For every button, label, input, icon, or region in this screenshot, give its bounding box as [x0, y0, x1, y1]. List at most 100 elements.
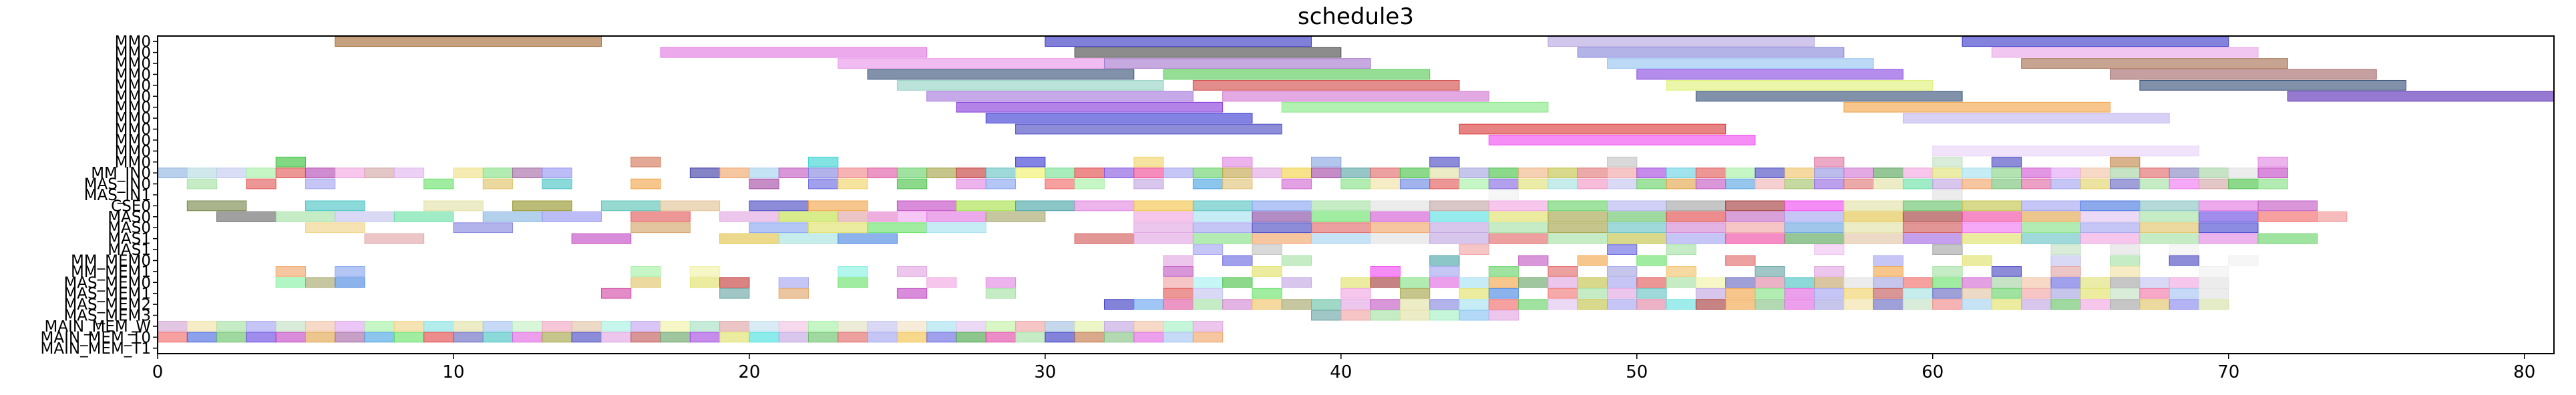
- task-bar: [1962, 233, 2022, 244]
- task-bar: [1962, 299, 1992, 310]
- task-bar: [1843, 233, 1903, 244]
- task-bar: [1015, 167, 1046, 179]
- task-bar: [335, 277, 365, 288]
- task-bar: [1636, 255, 1667, 266]
- y-tick-label: MM0: [115, 66, 151, 83]
- task-bar: [1370, 310, 1401, 321]
- task-bar: [1755, 288, 1785, 299]
- task-bar: [1133, 233, 1193, 244]
- task-bar: [1192, 332, 1224, 343]
- task-bar: [2257, 167, 2288, 179]
- task-bar: [2228, 255, 2259, 266]
- task-bar: [1725, 255, 1756, 266]
- task-bar: [2139, 288, 2170, 299]
- task-bar: [1902, 233, 1963, 244]
- task-bar: [1636, 178, 1667, 189]
- task-bar: [246, 167, 277, 179]
- task-bar: [1133, 299, 1164, 310]
- task-bar: [1192, 299, 1224, 310]
- task-bar: [1163, 167, 1193, 179]
- y-tick-label: MM_MEM0: [71, 252, 151, 270]
- task-bar: [2169, 277, 2199, 288]
- task-bar: [660, 332, 691, 343]
- task-bar: [2110, 266, 2141, 277]
- task-bar: [749, 200, 809, 212]
- task-bar: [778, 288, 809, 299]
- task-bar: [1488, 299, 1519, 310]
- task-bar: [1429, 178, 1460, 189]
- task-bar: [1666, 200, 1726, 212]
- task-bar: [2169, 288, 2199, 299]
- task-bar: [1488, 135, 1756, 145]
- task-bar: [1755, 266, 1785, 277]
- task-bar: [216, 211, 277, 222]
- task-bar: [1370, 266, 1401, 277]
- task-bar: [896, 266, 928, 277]
- task-bar: [1074, 332, 1105, 343]
- y-tick-label: MM0: [115, 88, 151, 105]
- task-bar: [896, 178, 928, 189]
- task-bar: [2080, 277, 2111, 288]
- task-bar: [2198, 288, 2229, 299]
- task-bar: [1488, 277, 1519, 288]
- task-bar: [1103, 321, 1135, 332]
- task-bar: [1725, 277, 1756, 288]
- task-bars: [157, 36, 2555, 343]
- y-tick-label: CSE0: [111, 198, 151, 215]
- task-bar: [1133, 178, 1164, 189]
- task-bar: [2169, 167, 2199, 179]
- task-bar: [1991, 288, 2022, 299]
- task-bar: [1103, 299, 1135, 310]
- task-bar: [1281, 255, 1312, 266]
- task-bar: [1163, 255, 1193, 266]
- task-bar: [1814, 299, 1845, 310]
- task-bar: [571, 321, 602, 332]
- task-bar: [1252, 200, 1312, 212]
- task-bar: [1547, 277, 1578, 288]
- task-bar: [275, 321, 306, 332]
- task-bar: [1902, 288, 1934, 299]
- y-tick-label: MAS0: [108, 209, 151, 226]
- task-bar: [1429, 299, 1460, 310]
- x-tick-label: 0: [152, 362, 164, 382]
- task-bar: [1636, 69, 1903, 80]
- task-bar: [1370, 167, 1401, 179]
- task-bar: [542, 167, 572, 179]
- task-bar: [1133, 156, 1164, 167]
- task-bar: [2139, 233, 2199, 244]
- task-bar: [2050, 244, 2081, 255]
- task-bar: [2021, 222, 2081, 234]
- task-bar: [1666, 211, 1726, 222]
- task-bar: [1133, 167, 1164, 179]
- task-bar: [808, 222, 868, 234]
- task-bar: [1725, 211, 1785, 222]
- task-bar: [2198, 167, 2229, 179]
- task-bar: [1814, 266, 1845, 277]
- task-bar: [1518, 167, 1549, 179]
- task-bar: [1784, 233, 1845, 244]
- task-bar: [985, 277, 1017, 288]
- task-bar: [1429, 266, 1460, 277]
- task-bar: [1518, 178, 1549, 189]
- task-bar: [1429, 167, 1460, 179]
- task-bar: [1725, 299, 1756, 310]
- task-bar: [1252, 299, 1282, 310]
- task-bar: [1074, 233, 1135, 244]
- task-bar: [571, 233, 632, 244]
- task-bar: [1192, 321, 1224, 332]
- task-bar: [719, 167, 750, 179]
- task-bar: [1607, 58, 1874, 69]
- task-bar: [1991, 277, 2022, 288]
- task-bar: [867, 332, 898, 343]
- task-bar: [1252, 244, 1282, 255]
- task-bar: [1636, 277, 1667, 288]
- task-bar: [1133, 332, 1164, 343]
- y-tick-label: MM0: [115, 99, 151, 117]
- task-bar: [838, 167, 868, 179]
- task-bar: [2050, 288, 2081, 299]
- task-bar: [1103, 58, 1371, 69]
- task-bar: [956, 332, 986, 343]
- task-bar: [985, 332, 1017, 343]
- task-bar: [1755, 178, 1785, 189]
- y-tick-label: MAS_MEM1: [63, 286, 151, 303]
